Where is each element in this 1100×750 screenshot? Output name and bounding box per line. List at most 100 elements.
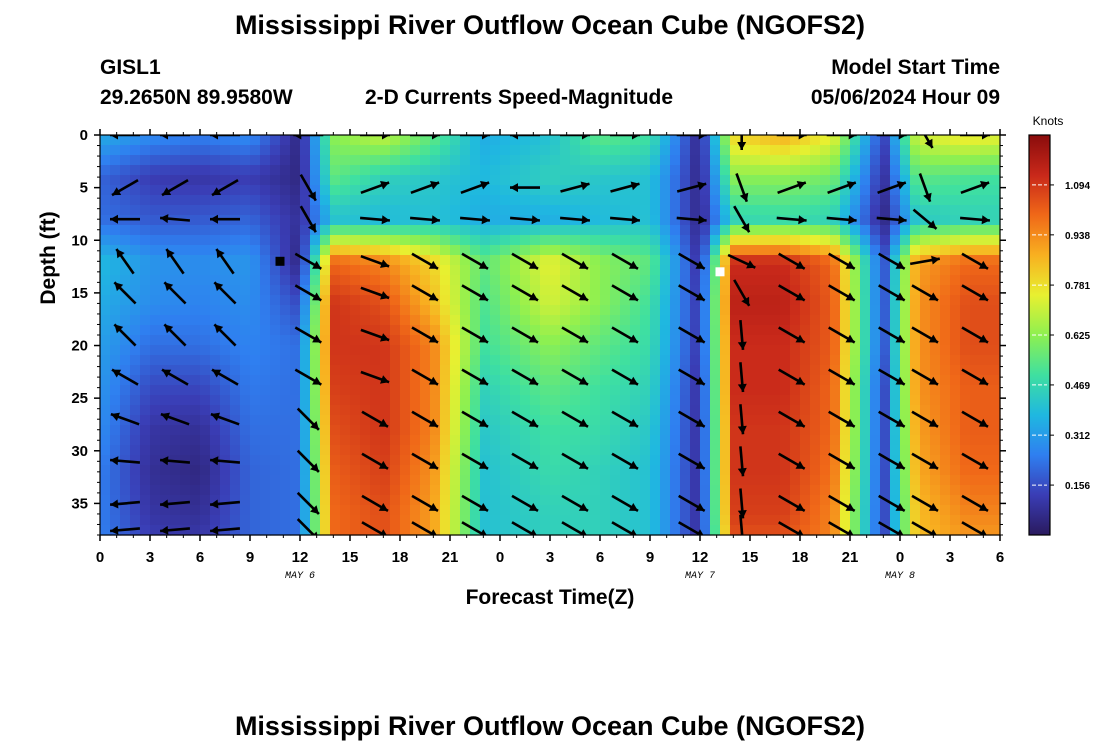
vector-head (528, 503, 538, 511)
heatmap-cell (550, 215, 561, 226)
heatmap-cell (910, 185, 921, 196)
heatmap-cell (830, 445, 841, 456)
heatmap-cell (430, 515, 441, 526)
heatmap-cell (480, 165, 491, 176)
current-vector (213, 323, 237, 347)
heatmap-cell (950, 295, 961, 306)
heatmap-cell (750, 355, 761, 366)
heatmap-cell (100, 355, 111, 366)
heatmap-cell (870, 135, 881, 146)
heatmap-cell (120, 395, 131, 406)
heatmap-cell (660, 335, 671, 346)
vector-head (895, 418, 905, 427)
vector-head (895, 503, 905, 511)
heatmap-cell (240, 515, 251, 526)
heatmap-cell (780, 415, 791, 426)
heatmap-cell (820, 225, 831, 236)
heatmap-cell (830, 135, 841, 146)
vector-head (896, 529, 904, 535)
heatmap-cell (710, 475, 721, 486)
heatmap-cell (930, 175, 941, 186)
heatmap-cell (100, 405, 111, 416)
heatmap-cell (420, 155, 431, 166)
heatmap-cell (690, 245, 701, 256)
heatmap-cell (990, 445, 1001, 456)
heatmap-cell (330, 205, 341, 216)
heatmap-cell (190, 205, 201, 216)
heatmap-cell (680, 315, 691, 326)
heatmap-cell (380, 235, 391, 246)
heatmap-cell (430, 195, 441, 206)
heatmap-cell (490, 525, 501, 536)
heatmap-cell (360, 425, 371, 436)
heatmap-cell (950, 465, 961, 476)
vector-head (795, 376, 805, 385)
heatmap-cell (950, 355, 961, 366)
heatmap-cell (800, 145, 811, 156)
heatmap-cell (310, 405, 321, 416)
heatmap-cell (420, 265, 431, 276)
heatmap-cell (810, 315, 821, 326)
heatmap-cell (390, 395, 401, 406)
x-tick-label: 18 (792, 549, 809, 566)
heatmap-cell (800, 195, 811, 206)
heatmap-cell (660, 445, 671, 456)
vector-head (578, 418, 588, 427)
vector-head (698, 135, 707, 140)
heatmap-cell (840, 395, 851, 406)
heatmap-cell (640, 385, 651, 396)
heatmap-cell (960, 415, 971, 426)
heatmap-cell (200, 155, 211, 166)
heatmap-cell (330, 225, 341, 236)
heatmap-cell (980, 275, 991, 286)
heatmap-cell (690, 455, 701, 466)
current-vector (778, 452, 806, 470)
heatmap-cell (250, 445, 261, 456)
heatmap-cell (160, 495, 171, 506)
heatmap-cell (460, 385, 471, 396)
heatmap-cell (420, 495, 431, 506)
heatmap-cell (610, 285, 621, 296)
heatmap-cell (410, 355, 421, 366)
heatmap-cell (910, 265, 921, 276)
heatmap-cell (710, 385, 721, 396)
heatmap-cell (590, 395, 601, 406)
heatmap-cell (600, 515, 611, 526)
heatmap-cell (850, 145, 861, 156)
heatmap-cell (750, 515, 761, 526)
vector-head (212, 369, 222, 378)
heatmap-cell (540, 395, 551, 406)
heatmap-cell (260, 215, 271, 226)
current-vector (678, 284, 706, 302)
heatmap-cell (450, 235, 461, 246)
heatmap-cell (760, 135, 771, 146)
heatmap-cell (610, 515, 621, 526)
heatmap-cell (490, 335, 501, 346)
heatmap-cell (390, 225, 401, 236)
heatmap-cell (720, 505, 731, 516)
heatmap-cell (290, 155, 301, 166)
heatmap-cell (910, 315, 921, 326)
heatmap-cell (120, 475, 131, 486)
heatmap-cell (670, 365, 681, 376)
heatmap-cell (880, 165, 891, 176)
current-vector (611, 494, 639, 513)
heatmap-cell (720, 285, 731, 296)
heatmap-cell (320, 385, 331, 396)
heatmap-cell (260, 225, 271, 236)
heatmap-cell (330, 295, 341, 306)
heatmap-cell (890, 255, 901, 266)
heatmap-cell (370, 305, 381, 316)
heatmap-cell (610, 225, 621, 236)
heatmap-cell (230, 375, 241, 386)
heatmap-cell (560, 375, 571, 386)
heatmap-cell (550, 405, 561, 416)
heatmap-cell (850, 445, 861, 456)
heatmap-cell (630, 425, 641, 436)
heatmap-cell (500, 295, 511, 306)
heatmap-cell (610, 475, 621, 486)
current-vector (293, 135, 324, 140)
vector-head (848, 215, 857, 225)
heatmap-cell (700, 325, 711, 336)
heatmap-cell (290, 435, 301, 446)
